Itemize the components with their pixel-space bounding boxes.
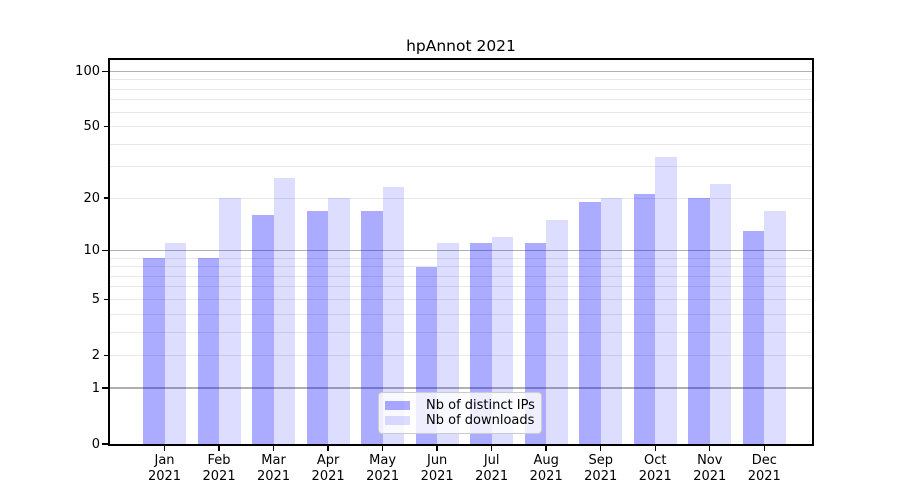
x-tick-label: Oct 2021	[638, 453, 672, 484]
axis-spine-left	[108, 58, 110, 446]
legend: Nb of distinct IPs Nb of downloads	[378, 392, 542, 434]
x-tick-mark	[654, 446, 656, 451]
gridline-minor	[110, 166, 812, 168]
bar-downloads-aug	[546, 220, 568, 444]
bar-distinct-ips-nov	[688, 198, 710, 444]
x-tick-mark	[218, 446, 220, 451]
legend-entry-distinct-ips: Nb of distinct IPs	[385, 399, 535, 412]
gridline-minor	[110, 257, 812, 259]
gridline-minor	[110, 88, 812, 90]
gridline-major	[110, 70, 812, 72]
x-tick-mark	[600, 446, 602, 451]
bar-downloads-jan	[164, 243, 187, 444]
y-tick-mark	[104, 125, 109, 128]
x-tick-mark	[381, 446, 384, 451]
gridline-major	[110, 249, 812, 251]
y-tick-label: 0	[91, 436, 100, 452]
x-tick-label: Aug 2021	[529, 453, 563, 484]
y-tick-label: 10	[83, 242, 100, 258]
bar-downloads-may	[382, 187, 405, 444]
chart-title: hpAnnot 2021	[406, 37, 516, 55]
legend-entry-downloads: Nb of downloads	[385, 414, 535, 427]
gridline-minor	[110, 331, 812, 333]
bar-distinct-ips-jan	[143, 258, 165, 444]
x-tick-label: Nov 2021	[693, 453, 727, 484]
y-tick-label: 20	[83, 190, 100, 206]
x-tick-label: Jan 2021	[147, 453, 182, 484]
gridline-minor	[110, 266, 812, 268]
legend-label-distinct-ips: Nb of distinct IPs	[426, 398, 535, 413]
legend-swatch-distinct-ips	[385, 400, 410, 411]
y-tick-mark	[101, 70, 109, 73]
gridline-minor	[110, 125, 812, 127]
x-tick-mark	[709, 446, 711, 451]
x-tick-mark	[436, 446, 438, 451]
bar-distinct-ips-dec	[742, 230, 765, 444]
y-tick-mark	[104, 197, 109, 199]
x-tick-mark	[545, 446, 547, 451]
y-tick-label: 2	[91, 347, 100, 363]
bar-distinct-ips-sep	[579, 202, 601, 444]
gridline-minor	[110, 313, 812, 315]
bar-downloads-dec	[764, 210, 786, 444]
gridline-minor	[110, 111, 812, 113]
x-tick-label: Sep 2021	[584, 453, 618, 484]
x-tick-label: Feb 2021	[202, 453, 236, 484]
y-tick-mark	[101, 443, 109, 445]
x-tick-label: Apr 2021	[311, 453, 345, 484]
bar-downloads-oct	[655, 156, 677, 444]
y-tick-mark	[104, 298, 109, 301]
axis-spine-top	[108, 58, 814, 60]
gridline-minor	[110, 275, 812, 277]
y-tick-label: 50	[83, 119, 100, 135]
bar-distinct-ips-mar	[252, 215, 274, 444]
y-tick-label: 1	[91, 380, 100, 396]
y-tick-mark	[101, 387, 109, 389]
x-tick-label: Jul 2021	[475, 453, 509, 484]
x-tick-label: Mar 2021	[257, 453, 291, 484]
legend-label-downloads: Nb of downloads	[426, 413, 535, 428]
gridline-minor	[110, 286, 812, 288]
y-tick-mark	[101, 249, 109, 252]
bar-distinct-ips-oct	[633, 194, 656, 444]
bar-downloads-sep	[600, 198, 623, 444]
gridline-minor	[110, 143, 812, 145]
gridline-minor	[110, 197, 812, 199]
axis-spine-right	[812, 58, 814, 446]
bar-downloads-apr	[328, 198, 350, 444]
bar-distinct-ips-may	[361, 210, 383, 444]
legend-swatch-downloads	[385, 415, 410, 426]
bar-downloads-mar	[273, 177, 296, 444]
gridline-minor	[110, 79, 812, 81]
y-tick-label: 5	[91, 291, 100, 307]
x-tick-label: Jun 2021	[420, 453, 454, 484]
gridline-minor	[110, 298, 812, 300]
x-tick-mark	[763, 446, 765, 451]
x-tick-mark	[272, 446, 275, 451]
bar-downloads-feb	[219, 198, 241, 444]
x-tick-mark	[327, 446, 329, 451]
bar-distinct-ips-apr	[306, 210, 329, 444]
gridline-minor	[110, 354, 812, 356]
x-tick-mark	[163, 446, 166, 451]
axis-spine-bottom	[108, 444, 814, 446]
gridline-minor	[110, 99, 812, 101]
y-tick-mark	[104, 354, 109, 356]
y-tick-label: 100	[75, 63, 100, 79]
bar-downloads-nov	[709, 184, 732, 444]
x-tick-mark	[490, 446, 493, 451]
x-tick-label: May 2021	[366, 453, 400, 484]
bar-distinct-ips-feb	[197, 258, 220, 444]
x-tick-label: Dec 2021	[747, 453, 781, 484]
gridline-major	[110, 387, 812, 389]
